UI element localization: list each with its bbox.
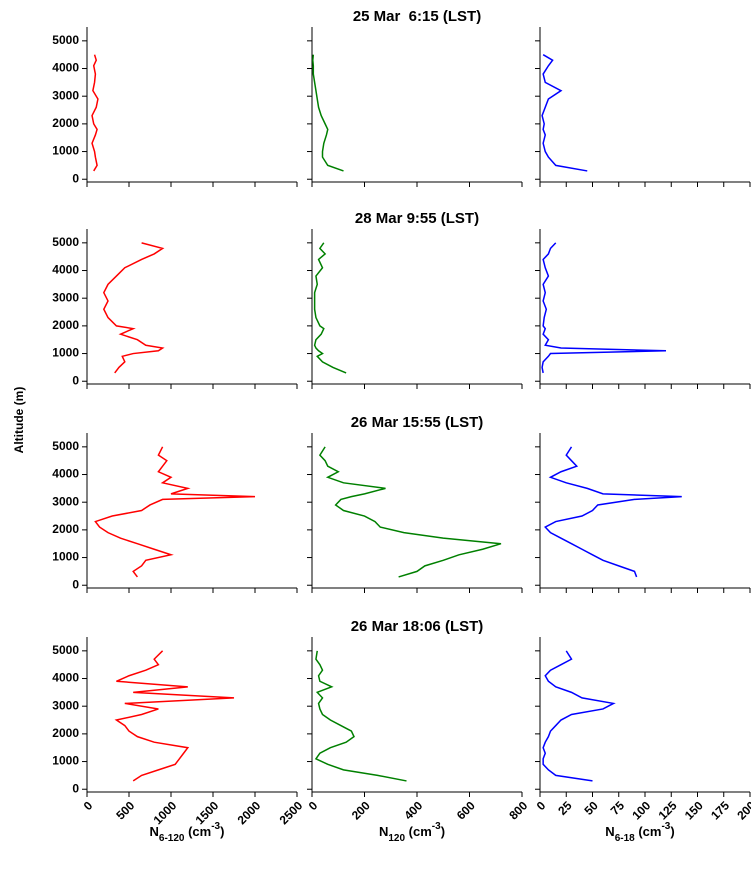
x-axis-label-part: 6-18 [615, 833, 635, 844]
x-axis-label-part: 120 [388, 833, 405, 844]
profile-line [541, 242, 667, 374]
x-axis-label-part: N [605, 824, 614, 839]
x-tick-label: 150 [682, 798, 706, 822]
x-tick-label: 100 [629, 798, 653, 822]
profile-line [314, 650, 407, 782]
x-axis-label-part: (cm [184, 824, 211, 839]
y-tick-label: 1000 [52, 346, 79, 360]
x-axis-label: N6-18 (cm-3) [605, 821, 674, 844]
x-axis-label-part: 6-120 [159, 833, 185, 844]
y-tick-label: 5000 [52, 235, 79, 249]
x-tick-label: 800 [506, 798, 530, 822]
panel-title: 26 Mar 18:06 (LST) [351, 618, 484, 635]
x-tick-label: 0 [81, 798, 96, 813]
x-tick-label: 200 [734, 798, 751, 822]
x-tick-label: 0 [534, 798, 549, 813]
y-tick-label: 5000 [52, 33, 79, 47]
y-tick-label: 0 [72, 171, 79, 185]
panel-title: 25 Mar 6:15 (LST) [353, 8, 481, 25]
x-axis-label-part: (cm [405, 824, 432, 839]
profile-line [544, 446, 682, 578]
profile-line [318, 446, 502, 578]
y-tick-label: 3000 [52, 290, 79, 304]
y-tick-label: 2000 [52, 116, 79, 130]
y-tick-label: 3000 [52, 494, 79, 508]
y-tick-label: 2000 [52, 318, 79, 332]
profile-line [91, 54, 99, 172]
x-tick-label: 125 [656, 798, 680, 822]
profile-line [102, 242, 165, 374]
profile-line [114, 650, 235, 782]
x-axis-label-part: (cm [635, 824, 662, 839]
profile-line [312, 54, 344, 172]
y-tick-label: 2000 [52, 522, 79, 536]
x-axis-label-part: N [150, 824, 159, 839]
y-tick-label: 4000 [52, 671, 79, 685]
x-tick-label: 75 [608, 798, 628, 818]
x-axis-label-part: ) [670, 824, 674, 839]
y-axis-label: Altitude (m) [12, 387, 26, 454]
x-tick-label: 25 [555, 798, 575, 818]
y-tick-label: 4000 [52, 61, 79, 75]
panel-title: 26 Mar 15:55 (LST) [351, 414, 484, 431]
y-tick-label: 3000 [52, 698, 79, 712]
x-axis-label: N6-120 (cm-3) [150, 821, 225, 844]
panel-title: 28 Mar 9:55 (LST) [355, 210, 479, 227]
y-tick-label: 2000 [52, 726, 79, 740]
y-tick-label: 5000 [52, 439, 79, 453]
x-tick-label: 2000 [235, 798, 264, 827]
x-tick-label: 50 [582, 798, 602, 818]
profile-line [541, 54, 588, 172]
x-tick-label: 500 [113, 798, 137, 822]
profile-line [94, 446, 256, 578]
profile-line [542, 650, 616, 782]
y-tick-label: 4000 [52, 263, 79, 277]
x-axis-label-part: -3 [661, 821, 670, 832]
x-tick-label: 175 [708, 798, 732, 822]
y-tick-label: 1000 [52, 144, 79, 158]
x-axis-label-part: -3 [211, 821, 220, 832]
y-tick-label: 0 [72, 373, 79, 387]
y-tick-label: 4000 [52, 467, 79, 481]
y-tick-label: 1000 [52, 754, 79, 768]
y-tick-label: 1000 [52, 550, 79, 564]
y-tick-label: 3000 [52, 88, 79, 102]
x-tick-label: 1000 [151, 798, 180, 827]
x-axis-label-part: N [379, 824, 388, 839]
profile-line [313, 242, 347, 374]
y-tick-label: 0 [72, 781, 79, 795]
x-axis-label: N120 (cm-3) [379, 821, 445, 844]
x-axis-label-part: ) [220, 824, 224, 839]
y-tick-label: 5000 [52, 643, 79, 657]
x-tick-label: 0 [306, 798, 321, 813]
x-axis-label-part: ) [441, 824, 445, 839]
x-tick-label: 400 [401, 798, 425, 822]
x-tick-label: 2500 [277, 798, 306, 827]
y-tick-label: 0 [72, 577, 79, 591]
x-axis-label-part: -3 [432, 821, 441, 832]
x-tick-label: 200 [349, 798, 373, 822]
x-tick-label: 600 [454, 798, 478, 822]
